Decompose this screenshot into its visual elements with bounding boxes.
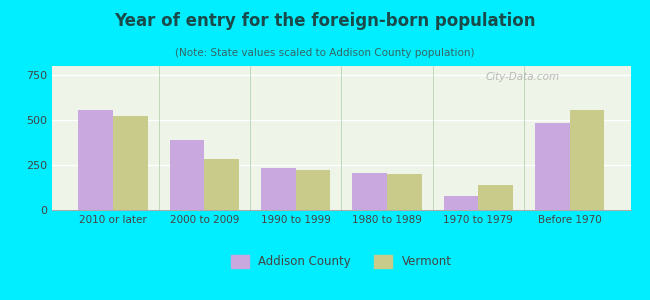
Bar [387,174,422,210]
Text: Year of entry for the foreign-born population: Year of entry for the foreign-born popul… [114,12,536,30]
Text: City-Data.com: City-Data.com [486,72,560,82]
Bar [204,159,239,210]
Bar [296,170,330,210]
Text: (Note: State values scaled to Addison County population): (Note: State values scaled to Addison Co… [176,48,474,58]
Bar [535,123,569,210]
Bar [170,140,204,210]
Bar [352,173,387,210]
Legend: Addison County, Vermont: Addison County, Vermont [226,251,456,273]
Bar [261,168,296,210]
Bar [569,110,604,210]
Bar [113,116,148,210]
Bar [443,196,478,210]
Bar [478,185,513,210]
Bar [78,110,113,210]
